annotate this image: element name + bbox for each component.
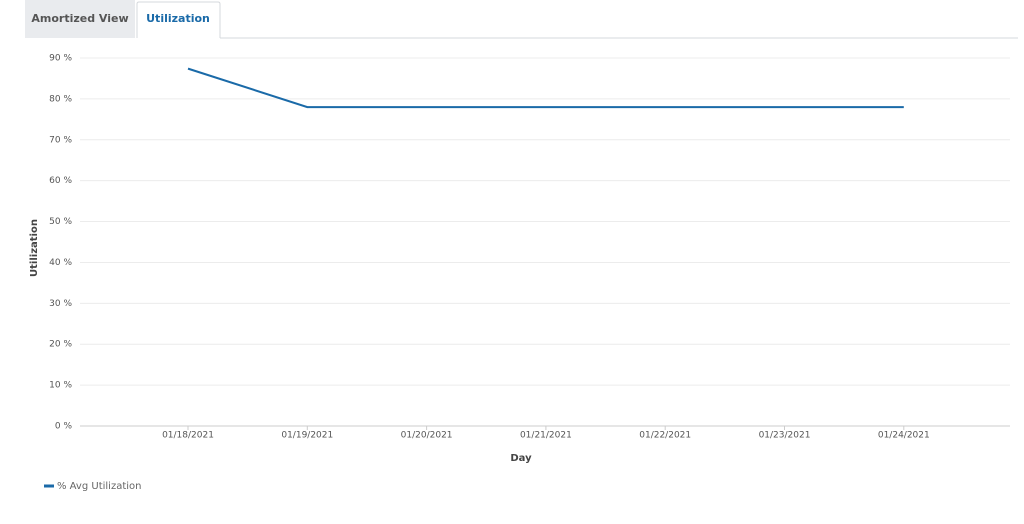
y-tick-label: 30 % <box>49 299 72 309</box>
x-tick-label: 01/21/2021 <box>520 431 572 441</box>
legend-label: % Avg Utilization <box>57 481 142 492</box>
tab-bg <box>25 0 135 38</box>
x-tick-label: 01/19/2021 <box>281 431 333 441</box>
y-tick-label: 80 % <box>49 94 72 104</box>
tab[interactable]: Amortized View <box>31 12 128 25</box>
y-tick-label: 50 % <box>49 217 72 227</box>
x-tick-label: 01/18/2021 <box>162 431 214 441</box>
tab-active[interactable]: Utilization <box>146 12 210 25</box>
y-tick-label: 40 % <box>49 258 72 268</box>
y-axis-title: Utilization <box>29 219 40 277</box>
y-tick-label: 90 % <box>49 54 72 64</box>
y-tick-label: 70 % <box>49 135 72 145</box>
y-tick-label: 60 % <box>49 176 72 186</box>
series-line <box>187 67 904 109</box>
x-tick-label: 01/23/2021 <box>759 431 811 441</box>
y-tick-label: 0 % <box>55 422 73 432</box>
x-tick-label: 01/22/2021 <box>639 431 691 441</box>
y-tick-label: 20 % <box>49 340 72 350</box>
x-tick-label: 01/20/2021 <box>401 431 453 441</box>
tab-bg-active <box>136 1 221 38</box>
x-tick-label: 01/24/2021 <box>878 431 930 441</box>
x-axis-title: Day <box>510 453 532 464</box>
y-tick-label: 10 % <box>49 381 72 391</box>
